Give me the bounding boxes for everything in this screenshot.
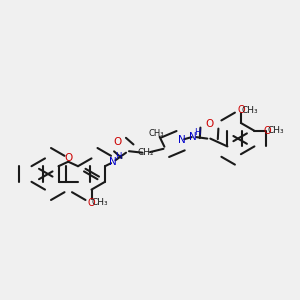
- Text: N: N: [189, 132, 197, 142]
- Text: H: H: [194, 128, 201, 137]
- Text: N: N: [109, 157, 116, 167]
- Text: O: O: [205, 119, 214, 129]
- Text: O: O: [237, 105, 245, 115]
- Text: O: O: [88, 197, 95, 208]
- Text: N: N: [178, 135, 186, 145]
- Text: CH₂: CH₂: [137, 148, 154, 157]
- Text: O: O: [263, 126, 271, 136]
- Text: CH₃: CH₃: [242, 106, 258, 115]
- Text: CH₃: CH₃: [149, 129, 164, 138]
- Text: CH₃: CH₃: [268, 126, 284, 135]
- Text: H: H: [115, 152, 121, 161]
- Text: O: O: [64, 153, 72, 163]
- Text: O: O: [113, 136, 121, 147]
- Text: CH₃: CH₃: [92, 198, 108, 207]
